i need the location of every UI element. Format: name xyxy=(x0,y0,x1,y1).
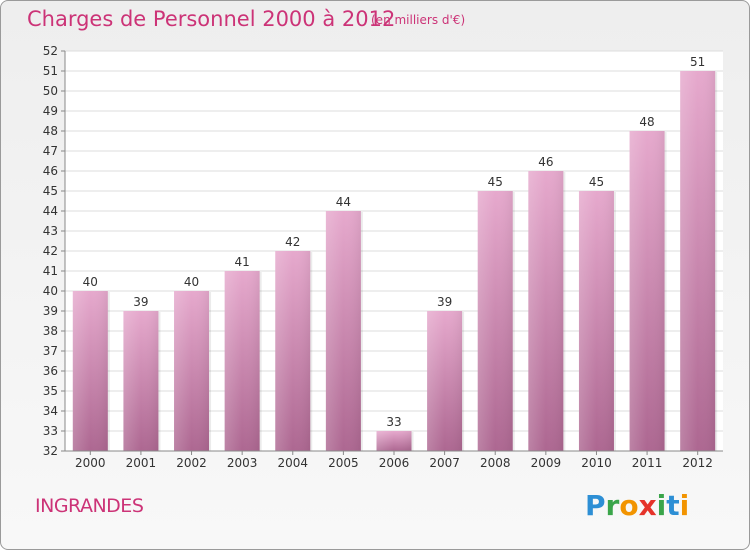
bar-highlight xyxy=(376,431,412,451)
x-tick-label: 2000 xyxy=(75,456,106,470)
y-tick-label: 34 xyxy=(43,404,58,418)
bar-highlight xyxy=(123,311,159,451)
y-tick-label: 32 xyxy=(43,444,58,458)
data-label: 40 xyxy=(83,275,98,289)
y-tick-label: 49 xyxy=(43,104,58,118)
y-tick-label: 35 xyxy=(43,384,58,398)
x-tick-label: 2010 xyxy=(581,456,612,470)
chart-subtitle: (en milliers d'€) xyxy=(371,13,466,27)
y-tick-label: 36 xyxy=(43,364,58,378)
x-tick-label: 2008 xyxy=(480,456,511,470)
x-tick-label: 2003 xyxy=(227,456,258,470)
y-tick-label: 43 xyxy=(43,224,58,238)
bar-highlight xyxy=(224,271,260,451)
data-label: 33 xyxy=(386,415,401,429)
bar-highlight xyxy=(578,191,614,451)
data-label: 51 xyxy=(690,55,705,69)
y-tick-label: 33 xyxy=(43,424,58,438)
y-tick-label: 44 xyxy=(43,204,58,218)
data-label: 46 xyxy=(538,155,553,169)
y-tick-label: 40 xyxy=(43,284,58,298)
bar-highlight xyxy=(72,291,108,451)
proxiti-logo[interactable]: Proxiti xyxy=(585,489,690,522)
data-label: 45 xyxy=(488,175,503,189)
x-tick-label: 2006 xyxy=(379,456,410,470)
x-tick-label: 2011 xyxy=(632,456,663,470)
y-tick-label: 46 xyxy=(43,164,58,178)
data-label: 44 xyxy=(336,195,351,209)
data-label: 48 xyxy=(639,115,654,129)
bar-highlight xyxy=(629,131,665,451)
y-tick-label: 51 xyxy=(43,64,58,78)
bar-chart: 40 39 40 41 42 44 33 39 45 46 45 48 51 32 33 34 35 36 37 3… xyxy=(43,44,723,470)
data-label: 40 xyxy=(184,275,199,289)
y-tick-label: 39 xyxy=(43,304,58,318)
x-tick-label: 2004 xyxy=(277,456,308,470)
y-tick-label: 48 xyxy=(43,124,58,138)
data-label: 42 xyxy=(285,235,300,249)
x-tick-label: 2002 xyxy=(176,456,207,470)
y-tick-label: 41 xyxy=(43,264,58,278)
data-label: 45 xyxy=(589,175,604,189)
bar-highlight xyxy=(528,171,564,451)
bar-highlight xyxy=(174,291,210,451)
data-label: 41 xyxy=(235,255,250,269)
bar-highlight xyxy=(427,311,463,451)
y-tick-label: 38 xyxy=(43,324,58,338)
location-label: INGRANDES xyxy=(35,495,144,517)
x-tick-label: 2007 xyxy=(429,456,460,470)
data-label: 39 xyxy=(437,295,452,309)
y-tick-label: 45 xyxy=(43,184,58,198)
data-label: 39 xyxy=(133,295,148,309)
bar-highlight xyxy=(680,71,716,451)
x-tick-label: 2005 xyxy=(328,456,359,470)
x-tick-label: 2001 xyxy=(126,456,157,470)
x-tick-label: 2009 xyxy=(531,456,562,470)
y-tick-label: 47 xyxy=(43,144,58,158)
y-tick-label: 42 xyxy=(43,244,58,258)
y-tick-label: 50 xyxy=(43,84,58,98)
x-tick-label: 2012 xyxy=(682,456,713,470)
bar-highlight xyxy=(477,191,513,451)
y-tick-label: 37 xyxy=(43,344,58,358)
bar-highlight xyxy=(275,251,311,451)
y-tick-label: 52 xyxy=(43,44,58,58)
chart-title: Charges de Personnel 2000 à 2012 xyxy=(27,7,396,31)
bar-highlight xyxy=(325,211,361,451)
